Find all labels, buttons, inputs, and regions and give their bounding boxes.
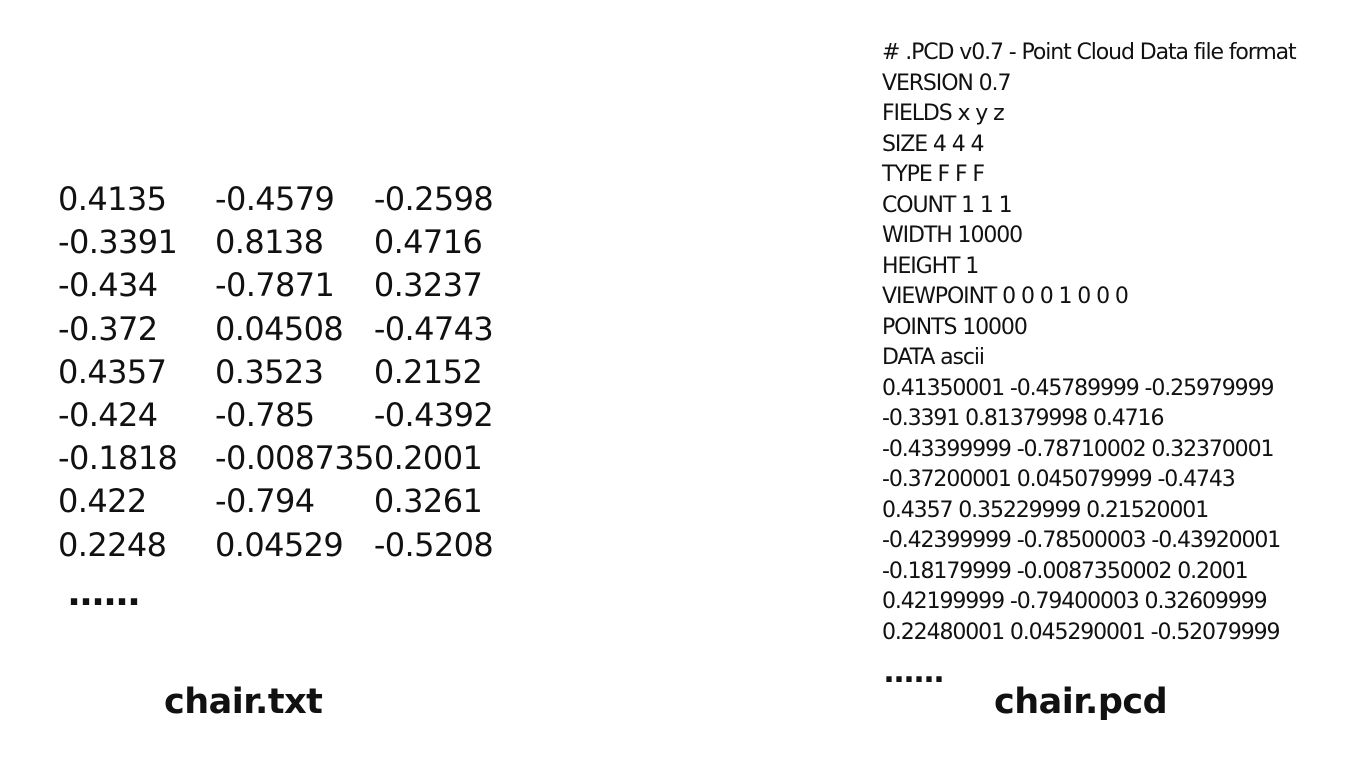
pcd-data-line: -0.42399999 -0.78500003 -0.43920001 xyxy=(882,528,1281,553)
txt-value-cell: -0.434 xyxy=(58,266,158,305)
txt-value-cell: 0.3261 xyxy=(373,482,483,521)
txt-value-cell: -0.5208 xyxy=(373,525,494,564)
txt-value-cell: 0.3523 xyxy=(215,352,324,391)
txt-value-cell: -0.785 xyxy=(215,396,315,435)
pcd-header-line: DATA ascii xyxy=(882,345,985,370)
txt-value-cell: -0.2598 xyxy=(373,180,494,218)
txt-data-row: -0.372 0.04508 -0.4743 xyxy=(58,308,504,351)
pcd-data-line: 0.22480001 0.045290001 -0.52079999 xyxy=(882,619,1281,645)
txt-value-cell: 0.4357 xyxy=(58,352,167,391)
txt-value-cell: -0.372 xyxy=(58,309,158,348)
txt-value-cell: 0.8138 xyxy=(215,223,324,262)
pcd-file-caption: chair.pcd xyxy=(994,682,1168,722)
txt-data-row: -0.3391 0.8138 0.4716 xyxy=(58,221,504,264)
txt-data-row: -0.434 -0.7871 0.3237 xyxy=(58,264,504,307)
pcd-header-line: COUNT 1 1 1 xyxy=(882,192,1013,218)
pcd-header-line: HEIGHT 1 xyxy=(882,253,979,279)
pcd-data-line: 0.41350001 -0.45789999 -0.25979999 xyxy=(882,375,1274,401)
txt-value-cell: -0.4743 xyxy=(373,309,494,348)
txt-value-cell: 0.04508 xyxy=(215,309,344,348)
pcd-header-line: WIDTH 10000 xyxy=(882,223,1023,248)
txt-value-cell: -0.7871 xyxy=(215,266,335,305)
txt-data-row: 0.4135 -0.4579 -0.2598 xyxy=(58,178,504,221)
pcd-data-line: -0.37200001 0.045079999 -0.4743 xyxy=(882,467,1236,492)
txt-file-caption: chair.txt xyxy=(164,682,323,722)
pcd-data-line: 0.42199999 -0.79400003 0.32609999 xyxy=(882,589,1268,614)
txt-value-cell: -0.3391 xyxy=(58,223,178,262)
pcd-header-line: TYPE F F F xyxy=(882,162,985,187)
pcd-header-line: # .PCD v0.7 - Point Cloud Data file form… xyxy=(882,40,1297,65)
txt-data-row: -0.1818 -0.008735 0.2001 xyxy=(58,437,504,480)
pcd-data-line: -0.43399999 -0.78710002 0.32370001 xyxy=(882,436,1274,462)
pcd-ellipsis: …… xyxy=(884,655,944,690)
pcd-data-line: -0.18179999 -0.0087350002 0.2001 xyxy=(882,558,1249,584)
txt-value-cell: -0.008735 xyxy=(215,439,374,478)
pcd-data-line: -0.3391 0.81379998 0.4716 xyxy=(882,406,1164,431)
txt-data-body: 0.4135 -0.4579 -0.2598 -0.3391 0.8138 0.4716-… xyxy=(58,178,504,567)
txt-value-cell: -0.794 xyxy=(215,482,315,521)
pcd-header-line: POINTS 10000 xyxy=(882,314,1028,340)
txt-data-row: 0.422 -0.794 0.3261 xyxy=(58,480,504,523)
pcd-header-line: VERSION 0.7 xyxy=(882,70,1011,96)
pcd-header-line: VIEWPOINT 0 0 0 1 0 0 0 xyxy=(882,284,1129,309)
txt-value-cell: -0.4579 xyxy=(215,180,335,218)
txt-value-cell: -0.1818 xyxy=(58,439,178,478)
txt-value-cell: -0.424 xyxy=(58,396,158,435)
txt-value-cell: 0.3237 xyxy=(373,266,483,305)
pcd-data-line: 0.4357 0.35229999 0.21520001 xyxy=(882,497,1209,523)
txt-value-cell: 0.2001 xyxy=(373,439,483,478)
txt-value-cell: 0.04529 xyxy=(215,525,344,564)
txt-data-row: 0.2248 0.04529 -0.5208 xyxy=(58,524,504,567)
txt-value-cell: 0.422 xyxy=(58,482,147,521)
txt-ellipsis: …… xyxy=(68,573,140,614)
txt-value-cell: 0.2152 xyxy=(373,352,483,391)
txt-data-row: 0.4357 0.3523 0.2152 xyxy=(58,351,504,394)
pcd-header-line: FIELDS x y z xyxy=(882,101,1005,126)
txt-value-cell: -0.4392 xyxy=(373,396,494,435)
txt-value-cell: 0.4135 xyxy=(58,180,167,218)
txt-value-cell: 0.2248 xyxy=(58,525,167,564)
txt-data-row: -0.424 -0.785 -0.4392 xyxy=(58,394,504,437)
pcd-file-lines: # .PCD v0.7 - Point Cloud Data file form… xyxy=(882,38,1297,648)
pcd-header-line: SIZE 4 4 4 xyxy=(882,131,985,157)
txt-data-table: 0.4135 -0.4579 -0.2598 -0.3391 0.8138 0.4716-… xyxy=(58,178,504,567)
txt-value-cell: 0.4716 xyxy=(373,223,483,262)
